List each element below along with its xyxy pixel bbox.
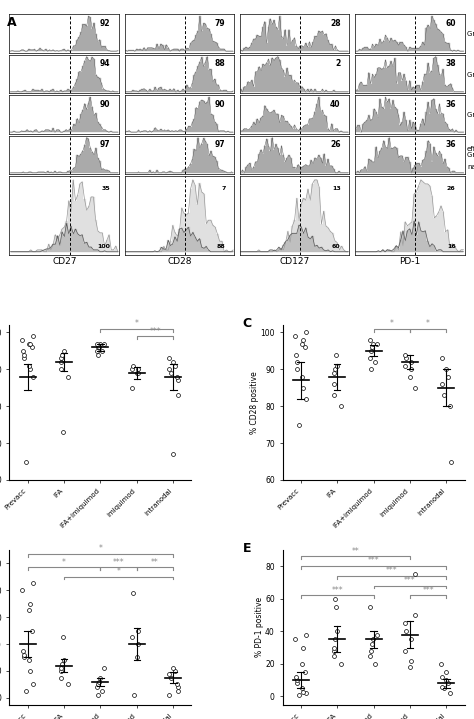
X-axis label: CD28: CD28 (167, 257, 191, 266)
Text: 60: 60 (445, 19, 456, 28)
Text: naïve: naïve (467, 164, 474, 170)
Text: 28: 28 (330, 19, 341, 28)
Text: Group III: Imiquimod: Group III: Imiquimod (467, 111, 474, 118)
Text: Group IV:intranodal: Group IV:intranodal (467, 152, 474, 158)
Text: 40: 40 (330, 100, 341, 109)
Text: *: * (117, 567, 120, 576)
Text: 90: 90 (100, 100, 110, 109)
Text: 38: 38 (445, 60, 456, 68)
Text: 26: 26 (330, 140, 341, 150)
Text: 97: 97 (215, 140, 226, 150)
Text: **: ** (351, 546, 359, 556)
Text: ***: *** (386, 567, 398, 575)
Text: 97: 97 (100, 140, 110, 150)
Text: Group II: IFA+Imiquimod: Group II: IFA+Imiquimod (467, 72, 474, 78)
Text: ***: *** (422, 586, 434, 595)
Text: 92: 92 (100, 19, 110, 28)
Text: ***: *** (113, 558, 125, 567)
Text: ***: *** (149, 326, 161, 336)
Text: ***: *** (404, 576, 416, 585)
Text: *: * (390, 319, 393, 328)
Text: 79: 79 (215, 19, 226, 28)
Text: *: * (135, 319, 139, 328)
Text: 26: 26 (447, 186, 456, 191)
Y-axis label: % CD28 positive: % CD28 positive (250, 371, 259, 434)
Text: *: * (99, 544, 102, 553)
Text: **: ** (151, 558, 159, 567)
Text: 13: 13 (332, 186, 341, 191)
Text: 60: 60 (332, 244, 341, 249)
Text: 36: 36 (445, 100, 456, 109)
Text: 88: 88 (217, 244, 226, 249)
Text: 90: 90 (215, 100, 226, 109)
X-axis label: PD-1: PD-1 (399, 257, 420, 266)
Text: ***: *** (331, 586, 343, 595)
Text: E: E (243, 542, 251, 555)
Text: effector: effector (467, 146, 474, 152)
Text: 88: 88 (215, 60, 226, 68)
X-axis label: CD27: CD27 (52, 257, 77, 266)
Text: 7: 7 (221, 186, 226, 191)
Text: *: * (62, 558, 66, 567)
Text: A: A (7, 16, 17, 29)
Text: 100: 100 (98, 244, 110, 249)
Text: 35: 35 (101, 186, 110, 191)
Text: *: * (426, 319, 430, 328)
Text: 16: 16 (447, 244, 456, 249)
Text: 36: 36 (445, 140, 456, 150)
X-axis label: CD127: CD127 (280, 257, 310, 266)
Text: 2: 2 (336, 60, 341, 68)
Text: Group I : IFA: Group I : IFA (467, 32, 474, 37)
Text: ***: *** (368, 557, 379, 565)
Y-axis label: % PD-1 positive: % PD-1 positive (255, 597, 264, 657)
Text: C: C (243, 317, 252, 330)
Text: 94: 94 (100, 60, 110, 68)
